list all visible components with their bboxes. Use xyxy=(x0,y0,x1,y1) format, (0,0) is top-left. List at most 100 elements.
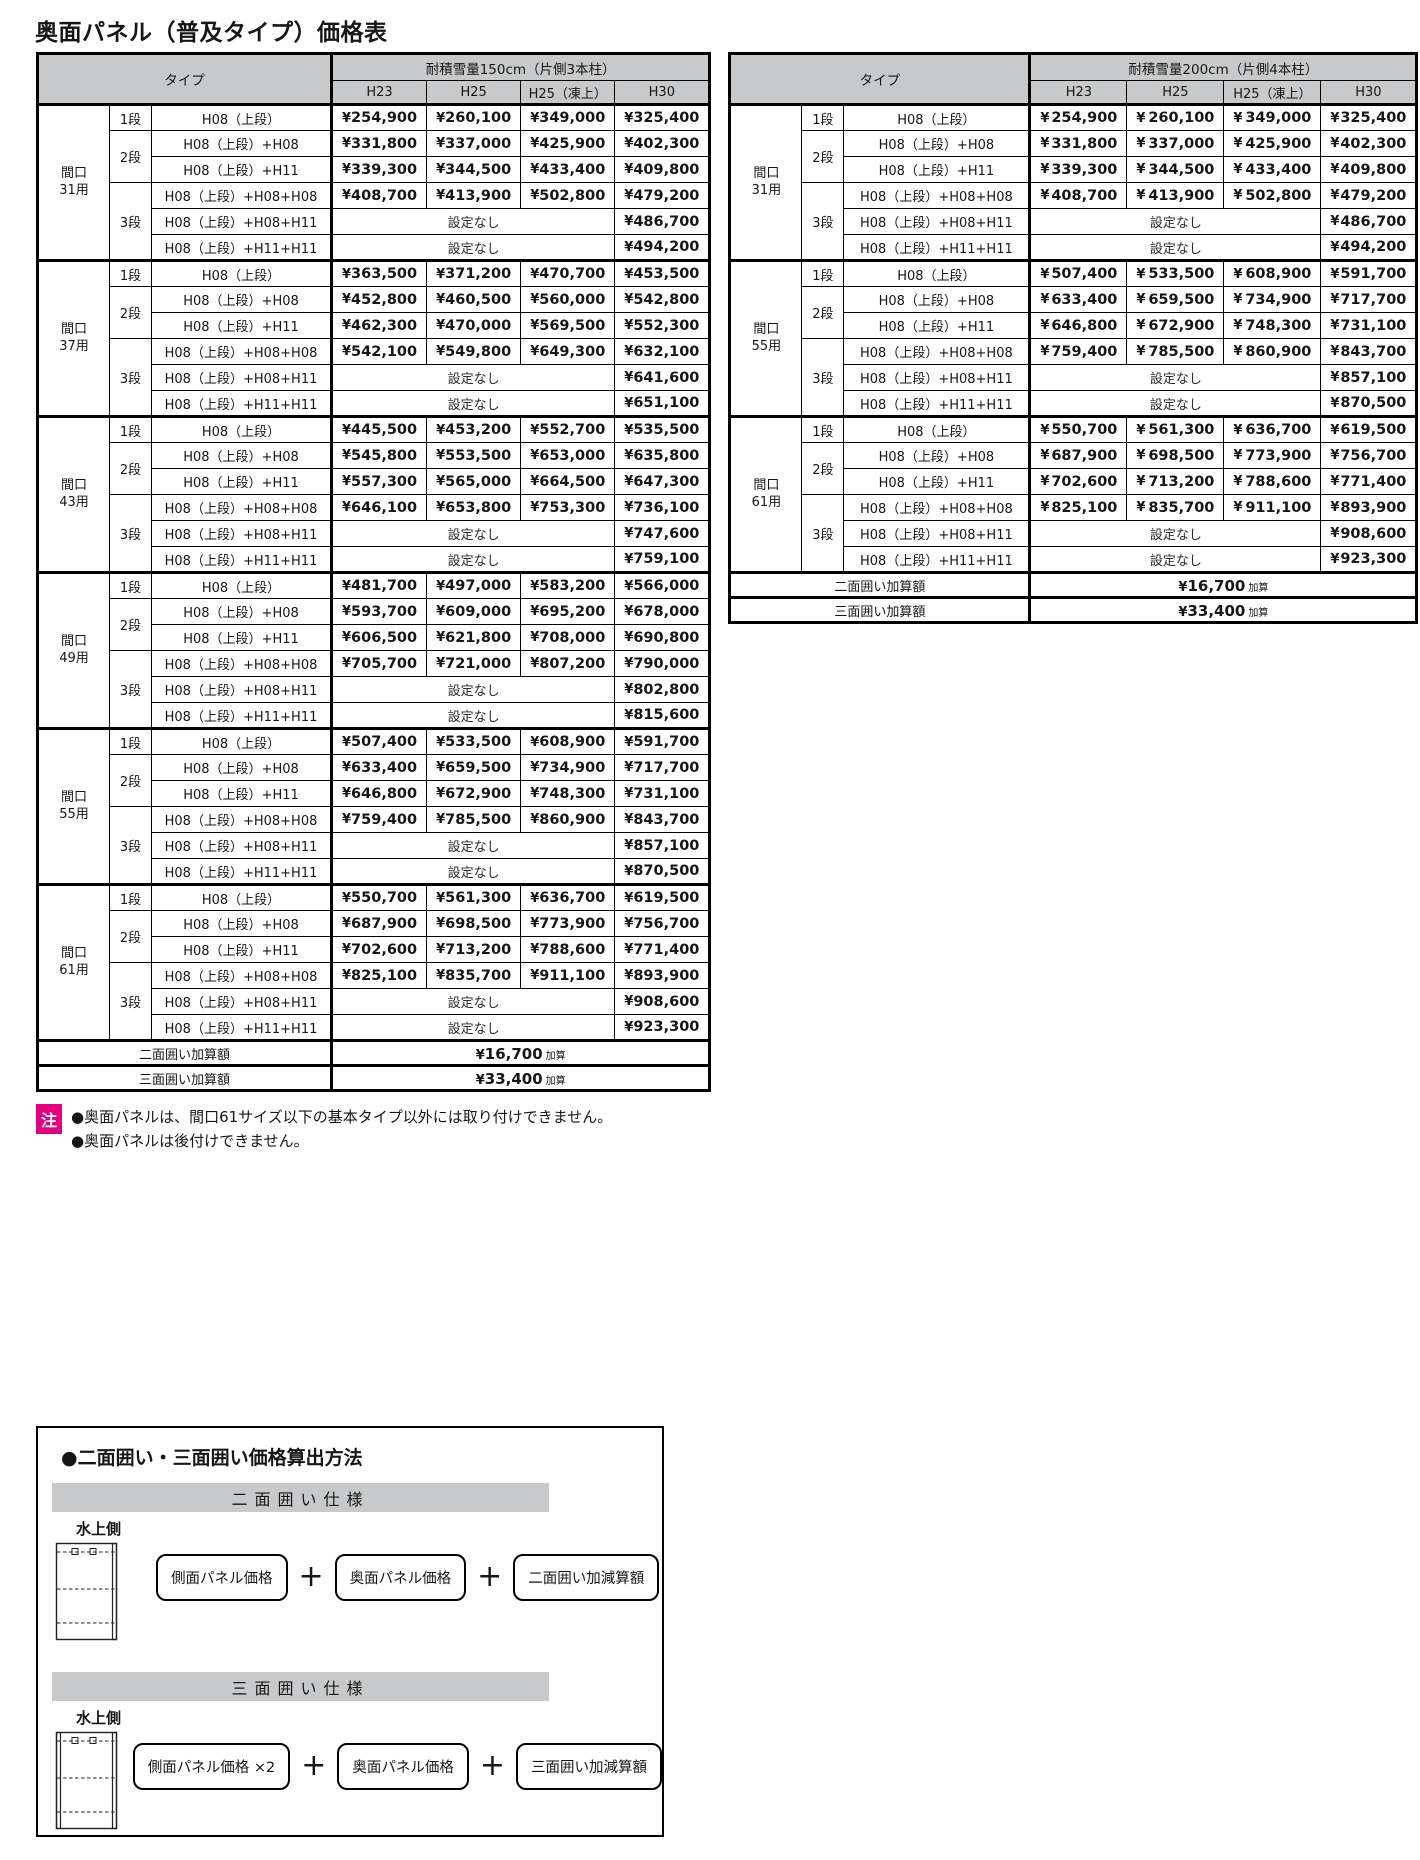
price-value: 560,000 xyxy=(539,291,606,308)
price-value: 788,600 xyxy=(539,941,606,958)
price-cell: ¥708,000 xyxy=(520,624,616,651)
yen-sign: ¥ xyxy=(1136,110,1146,126)
price-value: 408,700 xyxy=(1051,187,1118,204)
price-cell: ¥606,500 xyxy=(329,624,428,651)
price-value: 636,700 xyxy=(1245,422,1312,438)
tier-cell: 1段 xyxy=(109,103,152,131)
yen-sign: ¥ xyxy=(342,890,352,906)
price-cell: ¥687,900 xyxy=(329,910,428,937)
price-cell: ¥698,500 xyxy=(1126,442,1225,469)
price-cell: ¥609,000 xyxy=(426,598,522,625)
yen-sign: ¥ xyxy=(624,578,634,594)
opening-width-cell: 間口 49用 xyxy=(37,571,110,729)
price-value: 339,300 xyxy=(351,161,418,178)
price-cell: ¥349,000 xyxy=(1223,103,1322,131)
price-cell: ¥636,700 xyxy=(520,883,616,911)
tier-cell: 1段 xyxy=(801,415,845,443)
price-value: 413,900 xyxy=(445,187,512,204)
water-side-label: 水上側 xyxy=(76,1709,122,1727)
no-setting-cell: 設定なし xyxy=(329,520,616,547)
price-cell: ¥561,300 xyxy=(1126,415,1225,443)
price-value: 550,700 xyxy=(351,890,418,906)
surcharge-label-cell: 二面囲い加算額 xyxy=(37,1039,332,1066)
price-cell: ¥651,100 xyxy=(614,390,711,417)
price-value: 870,500 xyxy=(1340,395,1407,411)
opening-width-cell: 間口 61用 xyxy=(37,883,110,1041)
price-value: 748,300 xyxy=(1245,317,1312,334)
tier-cell: 3段 xyxy=(801,182,845,261)
yen-sign: ¥ xyxy=(1040,500,1050,515)
plus-sign: + xyxy=(301,1748,327,1783)
price-value: 911,100 xyxy=(1245,499,1312,516)
yen-sign: ¥ xyxy=(342,162,352,177)
price-cell: ¥425,900 xyxy=(520,130,616,157)
yen-sign: ¥ xyxy=(530,604,540,619)
yen-sign: ¥ xyxy=(1136,136,1146,151)
price-cell: ¥647,300 xyxy=(614,468,711,495)
price-cell: ¥748,300 xyxy=(1223,312,1322,339)
panel-type-cell: H08（上段）+H08+H11 xyxy=(151,208,332,235)
panel-type-cell: H08（上段）+H08 xyxy=(151,130,332,157)
price-cell: ¥771,400 xyxy=(1320,468,1418,495)
price-value: 331,800 xyxy=(351,135,418,152)
yen-sign: ¥ xyxy=(624,734,634,750)
price-value: 633,400 xyxy=(351,759,418,776)
price-value: 713,200 xyxy=(1148,473,1215,490)
yen-sign: ¥ xyxy=(1233,136,1243,151)
price-value: 636,700 xyxy=(539,890,606,906)
price-cell: ¥344,500 xyxy=(1126,156,1225,183)
yen-sign: ¥ xyxy=(1040,266,1050,282)
yen-sign: ¥ xyxy=(1233,474,1243,489)
opening-width-line: 間口 xyxy=(60,945,87,961)
price-value: 550,700 xyxy=(1051,422,1118,438)
panel-type-cell: H08（上段） xyxy=(151,259,332,287)
yen-sign: ¥ xyxy=(1330,110,1340,126)
panel-type-cell: H08（上段）+H08 xyxy=(151,442,332,469)
formula-term: 奥面パネル価格 xyxy=(337,1742,469,1790)
yen-sign: ¥ xyxy=(1040,110,1050,126)
price-cell: ¥337,000 xyxy=(426,130,522,157)
yen-sign: ¥ xyxy=(624,214,634,229)
panel-type-cell: H08（上段）+H11+H11 xyxy=(843,546,1031,573)
opening-width-line: 55用 xyxy=(59,806,89,822)
yen-sign: ¥ xyxy=(1136,188,1146,203)
price-cell: ¥433,400 xyxy=(520,156,616,183)
yen-sign: ¥ xyxy=(1233,448,1243,463)
price-cell: ¥486,700 xyxy=(614,208,711,235)
price-cell: ¥452,800 xyxy=(329,286,428,313)
price-cell: ¥870,500 xyxy=(1320,390,1418,417)
price-value: 857,100 xyxy=(1340,369,1407,386)
tier-cell: 3段 xyxy=(109,494,152,573)
surcharge-suffix: 加算 xyxy=(545,1050,566,1062)
price-cell: ¥860,900 xyxy=(520,806,616,833)
price-value: 825,100 xyxy=(1051,499,1118,516)
price-value: 552,700 xyxy=(539,422,606,438)
yen-sign: ¥ xyxy=(530,760,540,775)
panel-type-cell: H08（上段）+H08+H11 xyxy=(151,988,332,1015)
price-value: 260,100 xyxy=(445,110,512,126)
price-cell: ¥453,200 xyxy=(426,415,522,443)
price-cell: ¥621,800 xyxy=(426,624,522,651)
yen-sign: ¥ xyxy=(530,344,540,359)
height-column-header: H25（凍上） xyxy=(1223,80,1322,106)
tier-cell: 2段 xyxy=(109,910,152,963)
price-value: 371,200 xyxy=(445,266,512,282)
price-cell: ¥636,700 xyxy=(1223,415,1322,443)
price-value: 708,000 xyxy=(539,629,606,646)
price-cell: ¥825,100 xyxy=(329,962,428,989)
price-value: 533,500 xyxy=(1148,266,1215,282)
no-setting-cell: 設定なし xyxy=(329,208,616,235)
price-cell: ¥402,300 xyxy=(614,130,711,157)
price-cell: ¥923,300 xyxy=(614,1014,711,1041)
price-table-snow200: タイプ 耐積雪量200cm（片側4本柱） H23 H25 H25（凍上） H30 間口 31用… xyxy=(728,52,1419,624)
price-cell: ¥736,100 xyxy=(614,494,711,521)
type-header: タイプ xyxy=(729,53,1031,105)
price-value: 717,700 xyxy=(633,759,700,776)
price-cell: ¥479,200 xyxy=(614,182,711,209)
price-value: 815,600 xyxy=(633,707,700,723)
price-value: 705,700 xyxy=(351,655,418,672)
price-cell: ¥773,900 xyxy=(520,910,616,937)
yen-sign: ¥ xyxy=(624,551,634,567)
yen-sign: ¥ xyxy=(530,474,540,489)
price-cell: ¥785,500 xyxy=(426,806,522,833)
